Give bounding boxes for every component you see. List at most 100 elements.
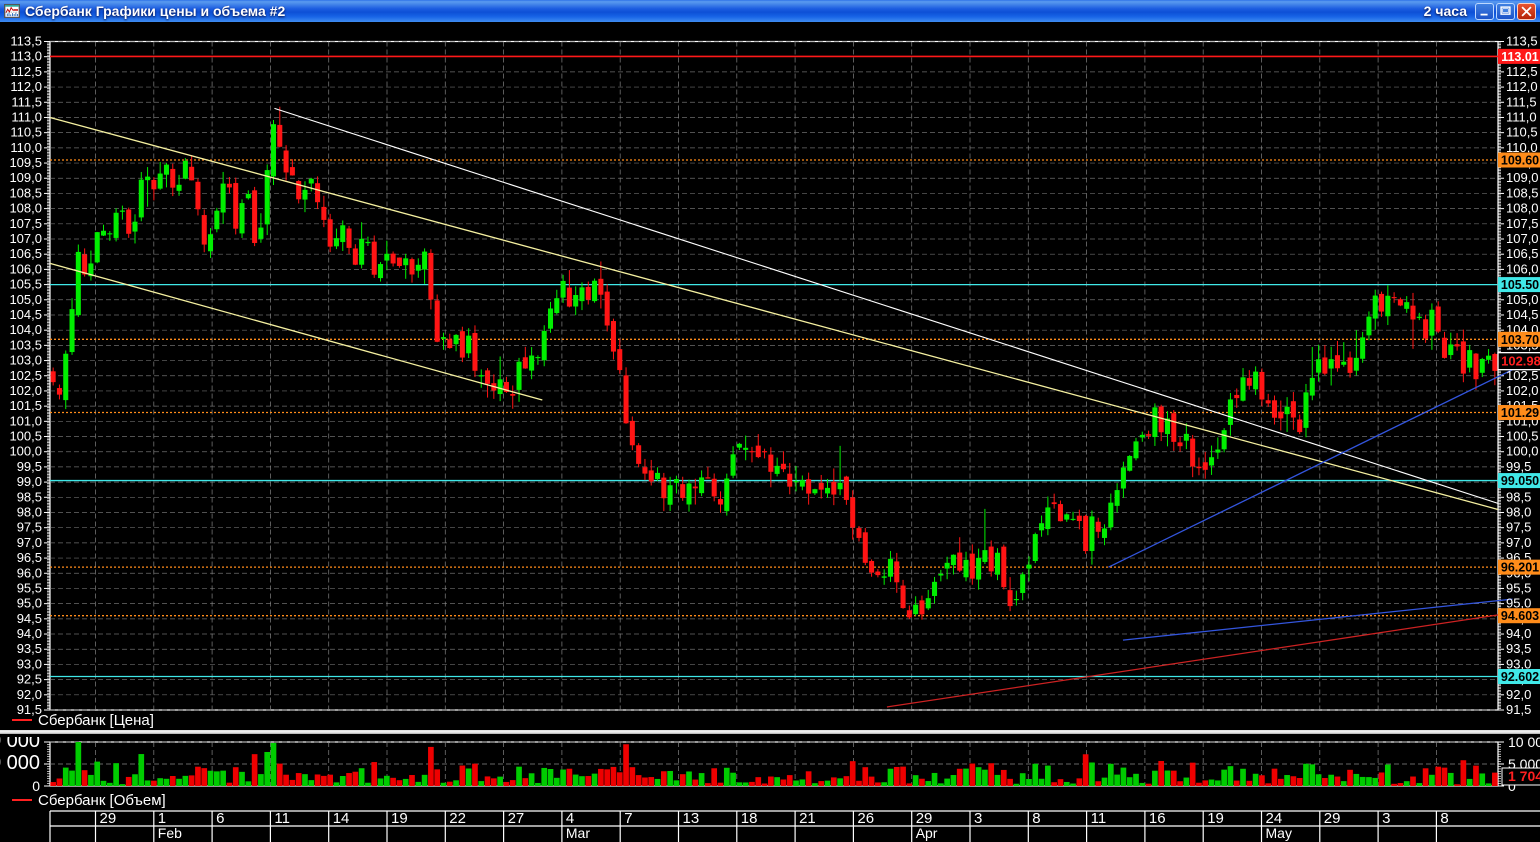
svg-text:112,5: 112,5 <box>10 64 42 79</box>
svg-text:106,5: 106,5 <box>1506 246 1539 261</box>
svg-text:97,5: 97,5 <box>17 520 42 535</box>
svg-text:98,0: 98,0 <box>1506 504 1531 519</box>
svg-text:0 000 000: 0 000 000 <box>0 752 40 774</box>
svg-text:108,0: 108,0 <box>9 201 42 216</box>
svg-text:95,5: 95,5 <box>17 580 42 595</box>
svg-text:Apr: Apr <box>916 825 938 841</box>
svg-text:Feb: Feb <box>158 825 182 841</box>
svg-text:113,5: 113,5 <box>10 34 42 49</box>
svg-text:100,5: 100,5 <box>9 429 42 444</box>
svg-text:19: 19 <box>391 810 408 827</box>
svg-text:105,5: 105,5 <box>9 277 42 292</box>
svg-text:18: 18 <box>741 810 758 827</box>
svg-text:103,0: 103,0 <box>9 353 42 368</box>
svg-text:94,0: 94,0 <box>17 626 42 641</box>
svg-text:112,0: 112,0 <box>10 79 42 94</box>
svg-text:109,0: 109,0 <box>1506 170 1539 185</box>
svg-text:108,0: 108,0 <box>1506 201 1539 216</box>
svg-text:92,0: 92,0 <box>1506 687 1531 702</box>
svg-text:26: 26 <box>857 810 874 827</box>
svg-text:3: 3 <box>1382 810 1390 827</box>
svg-text:100,0: 100,0 <box>1506 444 1539 459</box>
svg-text:11: 11 <box>1091 810 1107 827</box>
svg-text:96,5: 96,5 <box>17 550 42 565</box>
svg-text:102.98: 102.98 <box>1501 354 1540 369</box>
svg-text:113,5: 113,5 <box>1506 34 1538 49</box>
svg-text:105.50: 105.50 <box>1501 278 1539 292</box>
svg-text:111,0: 111,0 <box>11 109 42 124</box>
svg-text:109.60: 109.60 <box>1501 154 1539 168</box>
svg-text:16: 16 <box>1149 810 1166 827</box>
svg-text:97,0: 97,0 <box>17 535 42 550</box>
svg-text:Сбербанк [Цена]: Сбербанк [Цена] <box>38 712 154 729</box>
svg-text:8: 8 <box>1032 810 1040 827</box>
svg-text:111,5: 111,5 <box>11 94 42 109</box>
svg-text:93,5: 93,5 <box>17 641 42 656</box>
svg-text:3: 3 <box>974 810 982 827</box>
svg-text:107,0: 107,0 <box>9 231 42 246</box>
svg-text:0 000 000: 0 000 000 <box>0 737 40 752</box>
svg-text:109,0: 109,0 <box>9 170 42 185</box>
svg-text:1 704 700: 1 704 700 <box>1508 768 1540 784</box>
svg-text:95,5: 95,5 <box>1506 580 1531 595</box>
svg-text:97,5: 97,5 <box>1506 520 1531 535</box>
svg-text:101,0: 101,0 <box>9 413 42 428</box>
svg-text:100,0: 100,0 <box>9 444 42 459</box>
svg-text:100,5: 100,5 <box>1506 429 1539 444</box>
svg-text:101.29: 101.29 <box>1501 406 1539 420</box>
svg-text:108,5: 108,5 <box>9 185 42 200</box>
svg-text:93,0: 93,0 <box>17 656 42 671</box>
svg-text:94,0: 94,0 <box>1506 626 1531 641</box>
svg-text:101,5: 101,5 <box>9 398 42 413</box>
svg-text:102,0: 102,0 <box>9 383 42 398</box>
svg-text:92,0: 92,0 <box>17 687 42 702</box>
svg-text:94,5: 94,5 <box>17 611 42 626</box>
svg-text:7: 7 <box>624 810 632 827</box>
svg-text:92,5: 92,5 <box>17 672 42 687</box>
svg-text:111,0: 111,0 <box>1506 109 1537 124</box>
svg-text:107,5: 107,5 <box>1506 216 1539 231</box>
svg-text:98,5: 98,5 <box>17 489 42 504</box>
svg-text:108,5: 108,5 <box>1506 185 1539 200</box>
svg-text:11: 11 <box>274 810 290 827</box>
svg-text:113,0: 113,0 <box>10 49 42 64</box>
svg-text:8: 8 <box>1440 810 1448 827</box>
svg-text:13: 13 <box>683 810 700 827</box>
svg-text:104,0: 104,0 <box>9 322 42 337</box>
svg-text:113.01: 113.01 <box>1501 50 1539 64</box>
svg-text:103,5: 103,5 <box>9 337 42 352</box>
svg-text:99,0: 99,0 <box>17 474 42 489</box>
svg-text:91,5: 91,5 <box>1506 702 1531 717</box>
svg-text:112,5: 112,5 <box>1506 64 1538 79</box>
svg-text:96,0: 96,0 <box>17 565 42 580</box>
svg-text:93,5: 93,5 <box>1506 641 1531 656</box>
svg-text:96.201: 96.201 <box>1501 561 1539 575</box>
svg-text:107,5: 107,5 <box>9 216 42 231</box>
svg-text:94.603: 94.603 <box>1501 609 1539 623</box>
svg-text:29: 29 <box>1324 810 1341 827</box>
svg-text:10 000 000: 10 000 000 <box>1508 737 1540 750</box>
svg-text:29: 29 <box>100 810 117 827</box>
svg-text:110,0: 110,0 <box>10 140 42 155</box>
svg-text:99.050: 99.050 <box>1501 474 1539 488</box>
svg-text:110,5: 110,5 <box>1506 125 1538 140</box>
svg-text:27: 27 <box>508 810 525 827</box>
svg-text:106,0: 106,0 <box>9 261 42 276</box>
svg-text:103.70: 103.70 <box>1501 333 1539 347</box>
svg-text:95,0: 95,0 <box>17 596 42 611</box>
svg-text:109,5: 109,5 <box>9 155 42 170</box>
svg-text:106,0: 106,0 <box>1506 261 1539 276</box>
svg-text:98,5: 98,5 <box>1506 489 1531 504</box>
svg-text:22: 22 <box>449 810 466 827</box>
svg-text:14: 14 <box>333 810 350 827</box>
svg-text:105,0: 105,0 <box>1506 292 1539 307</box>
svg-text:102,0: 102,0 <box>1506 383 1539 398</box>
svg-text:97,0: 97,0 <box>1506 535 1531 550</box>
svg-text:102,5: 102,5 <box>9 368 42 383</box>
svg-text:112,0: 112,0 <box>1506 79 1538 94</box>
svg-text:92.602: 92.602 <box>1501 670 1539 684</box>
svg-text:106,5: 106,5 <box>9 246 42 261</box>
svg-text:105,0: 105,0 <box>9 292 42 307</box>
svg-text:21: 21 <box>799 810 816 827</box>
svg-text:19: 19 <box>1207 810 1224 827</box>
